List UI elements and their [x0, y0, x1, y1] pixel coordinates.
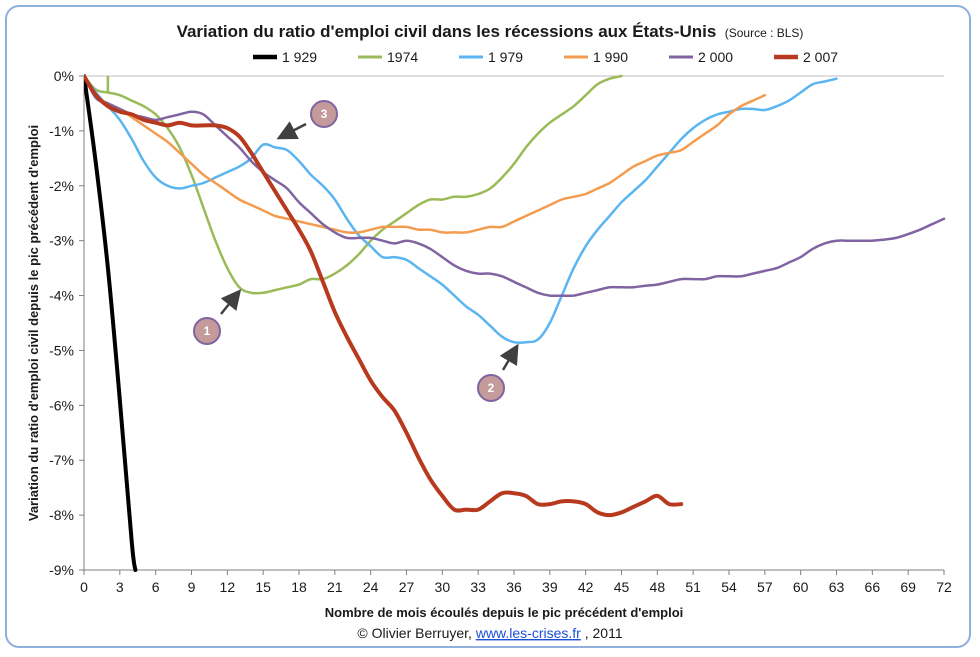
- x-tick-label: 33: [470, 579, 486, 595]
- y-tick-label: -4%: [49, 288, 74, 304]
- credit-line: © Olivier Berruyer, www.les-crises.fr , …: [357, 625, 622, 641]
- legend: 1 929 1974 1 979 1 990 2 000 2 007: [253, 49, 838, 65]
- x-tick-label: 3: [116, 579, 124, 595]
- legend-label-1: 1974: [387, 49, 418, 65]
- y-tick-label: -5%: [49, 342, 74, 358]
- x-tick-label: 63: [829, 579, 845, 595]
- x-tick-label: 66: [865, 579, 881, 595]
- series-line-3: [84, 74, 767, 235]
- series-line-4: [84, 74, 946, 298]
- annotation-badge-2: [477, 374, 505, 402]
- annotation-arrow-2: [499, 343, 519, 371]
- series-line-5: [84, 74, 684, 518]
- annotations-layer: 1 2 3: [193, 100, 519, 402]
- y-tick-label: -6%: [49, 397, 74, 413]
- series-layer: [84, 74, 946, 572]
- legend-label-2: 1 979: [488, 49, 523, 65]
- x-tick-label: 27: [399, 579, 415, 595]
- x-tick-label: 18: [291, 579, 307, 595]
- y-tick-label: -7%: [49, 452, 74, 468]
- annotation-label-2: 2: [488, 381, 495, 395]
- x-tick-label: 48: [650, 579, 666, 595]
- x-tick-label: 45: [614, 579, 630, 595]
- credit-prefix: © Olivier Berruyer,: [357, 625, 475, 641]
- y-tick-label: -3%: [49, 233, 74, 249]
- y-axis-ticks: 0% -1% -2% -3% -4% -5% -6% -7% -8% -9%: [49, 68, 84, 578]
- series-line-2: [84, 74, 838, 344]
- y-tick-label: -8%: [49, 507, 74, 523]
- x-tick-label: 24: [363, 579, 379, 595]
- y-axis-label: Variation du ratio d'emploi civil depuis…: [26, 125, 41, 521]
- x-axis-ticks: 0 3 6 9 12 15 18 21 24 27 30 33 36 39 42 45 48 51 54 57 60 63…: [80, 570, 952, 595]
- series-line-0: [84, 74, 138, 572]
- series-line-1: [84, 74, 623, 295]
- legend-label-0: 1 929: [282, 49, 317, 65]
- legend-label-3: 1 990: [593, 49, 628, 65]
- x-tick-label: 15: [255, 579, 271, 595]
- x-tick-label: 54: [721, 579, 737, 595]
- x-tick-label: 6: [152, 579, 160, 595]
- annotation-label-1: 1: [204, 324, 211, 338]
- x-tick-label: 12: [220, 579, 236, 595]
- legend-label-4: 2 000: [698, 49, 733, 65]
- x-tick-label: 30: [435, 579, 451, 595]
- x-tick-label: 36: [506, 579, 522, 595]
- x-tick-label: 51: [685, 579, 701, 595]
- x-tick-label: 21: [327, 579, 343, 595]
- annotation-badge-1: [193, 317, 221, 345]
- x-tick-label: 57: [757, 579, 773, 595]
- annotation-arrow-1: [220, 289, 242, 315]
- chart-title: Variation du ratio d'emploi civil dans l…: [177, 22, 804, 41]
- y-tick-label: -2%: [49, 178, 74, 194]
- x-tick-label: 9: [188, 579, 196, 595]
- credit-suffix: , 2011: [585, 625, 623, 641]
- credit-link[interactable]: www.les-crises.fr: [475, 625, 581, 641]
- y-tick-label: -1%: [49, 123, 74, 139]
- x-tick-label: 39: [542, 579, 558, 595]
- legend-label-5: 2 007: [803, 49, 838, 65]
- x-tick-label: 60: [793, 579, 809, 595]
- annotation-label-3: 3: [321, 107, 328, 121]
- x-tick-label: 72: [936, 579, 952, 595]
- y-tick-label: 0%: [54, 68, 74, 84]
- x-tick-label: 0: [80, 579, 88, 595]
- x-tick-label: 69: [900, 579, 916, 595]
- annotation-arrow-3: [276, 121, 307, 140]
- chart-frame: [5, 5, 971, 648]
- annotation-badge-3: [310, 100, 338, 128]
- x-axis-label: Nombre de mois écoulés depuis le pic pré…: [325, 605, 684, 620]
- x-tick-label: 42: [578, 579, 594, 595]
- y-tick-label: -9%: [49, 562, 74, 578]
